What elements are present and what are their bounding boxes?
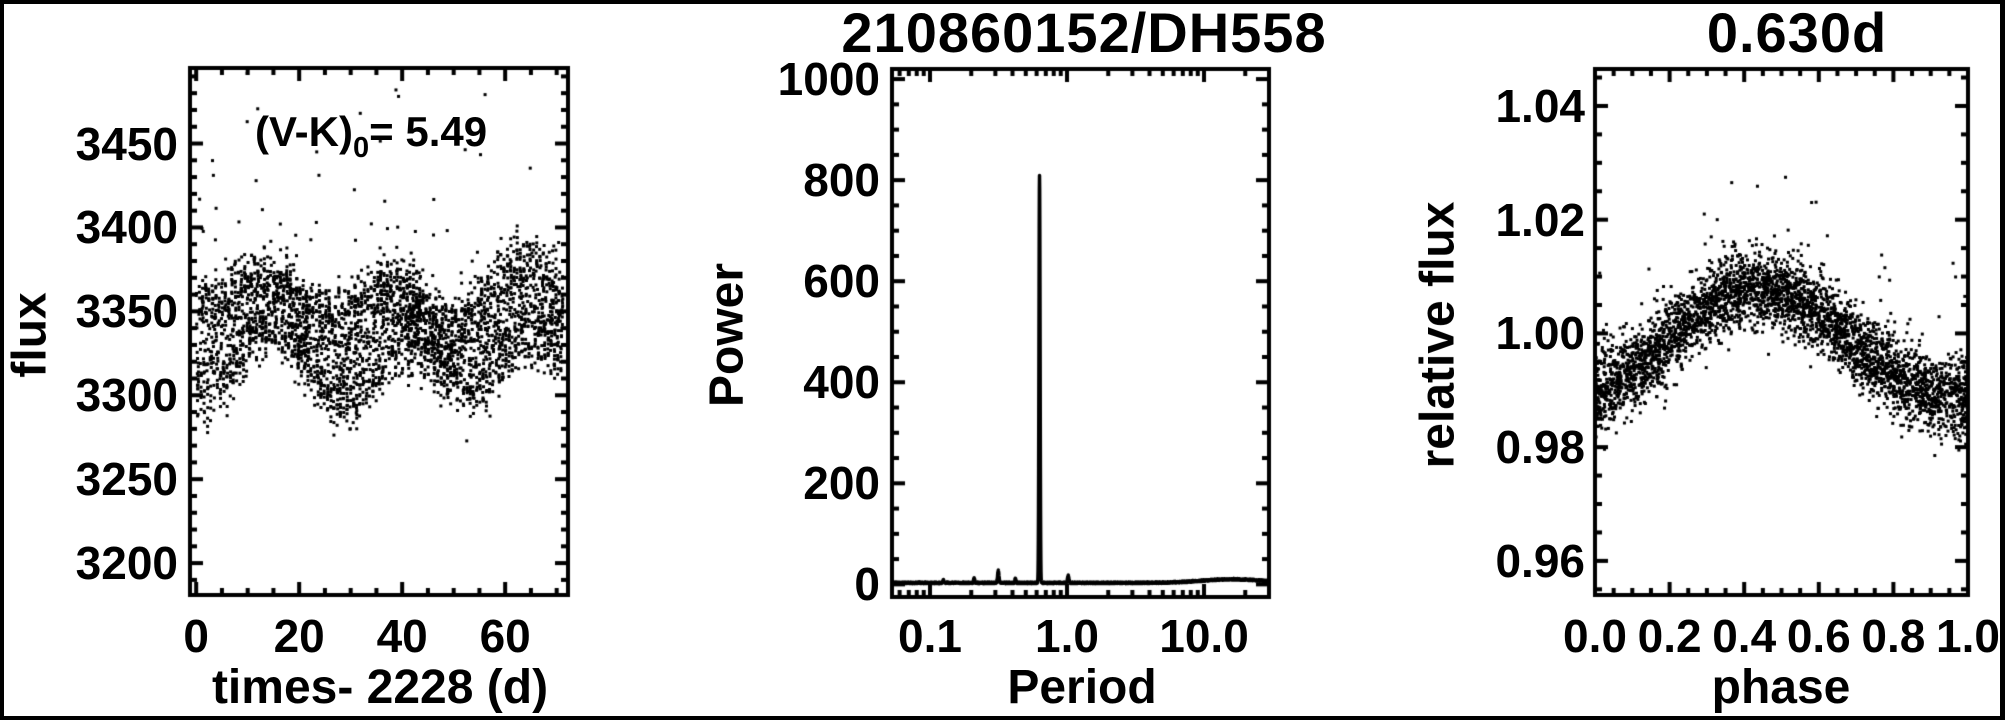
figure-border-right (2000, 0, 2005, 720)
figure-border-left (0, 0, 4, 720)
figure-border-bottom (0, 716, 2005, 720)
figure-border-top (0, 0, 2005, 4)
